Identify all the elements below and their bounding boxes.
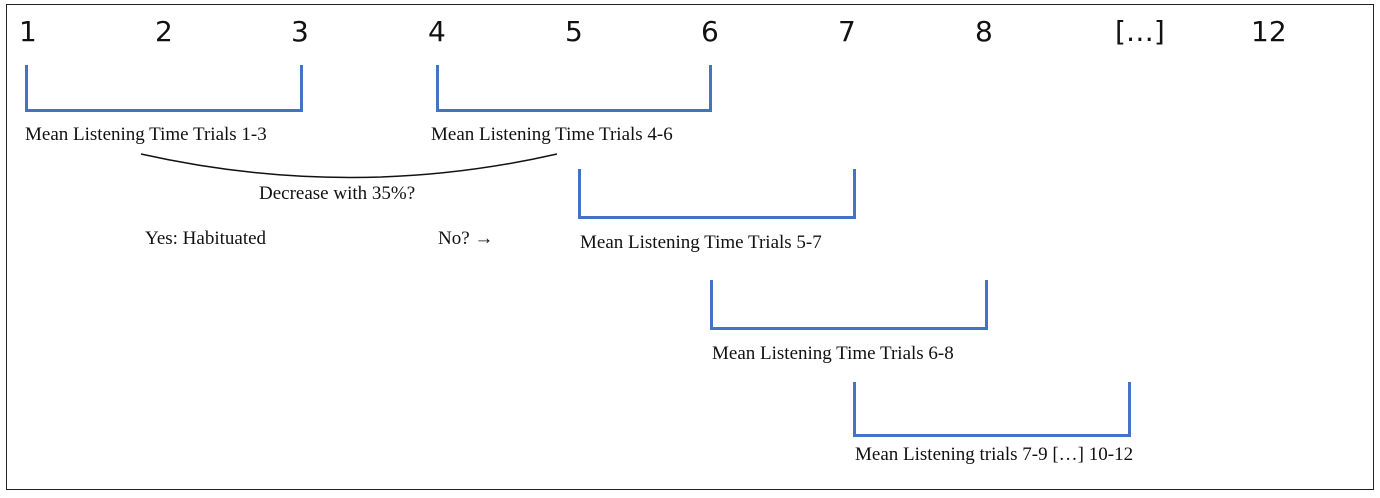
trial-number-4: 4: [428, 15, 446, 48]
bracket-trials-6-8: [710, 280, 988, 330]
bracket-trials-5-7: [578, 169, 856, 219]
window-label-1-3: Mean Listening Time Trials 1-3: [25, 124, 267, 145]
window-label-6-8: Mean Listening Time Trials 6-8: [712, 343, 954, 364]
bracket-trials-4-6: [436, 65, 712, 112]
trial-number-5: 5: [565, 15, 583, 48]
bracket-trials-7-9-10-12: [853, 382, 1131, 437]
trial-number-12: 12: [1251, 15, 1287, 48]
trial-number-7: 7: [838, 15, 856, 48]
trial-number-1: 1: [19, 15, 37, 48]
comparison-arc: [140, 153, 558, 179]
trial-number-6: 6: [701, 15, 719, 48]
bracket-trials-1-3: [25, 65, 303, 112]
habituation-diagram: 1 2 3 4 5 6 7 8 […] 12 Mean Listening Ti…: [6, 4, 1374, 490]
trial-number-3: 3: [291, 15, 309, 48]
trial-number-8: 8: [975, 15, 993, 48]
not-habituated-outcome: No? →: [438, 228, 494, 249]
criterion-question: Decrease with 35%?: [259, 183, 416, 204]
window-label-5-7: Mean Listening Time Trials 5-7: [580, 232, 822, 253]
trial-number-ellipsis: […]: [1115, 15, 1165, 48]
window-label-7-9-10-12: Mean Listening trials 7-9 […] 10-12: [855, 444, 1134, 465]
trial-number-2: 2: [155, 15, 173, 48]
window-label-4-6: Mean Listening Time Trials 4-6: [431, 124, 673, 145]
habituated-outcome: Yes: Habituated: [145, 228, 267, 249]
comparison-arc-path: [140, 153, 558, 179]
